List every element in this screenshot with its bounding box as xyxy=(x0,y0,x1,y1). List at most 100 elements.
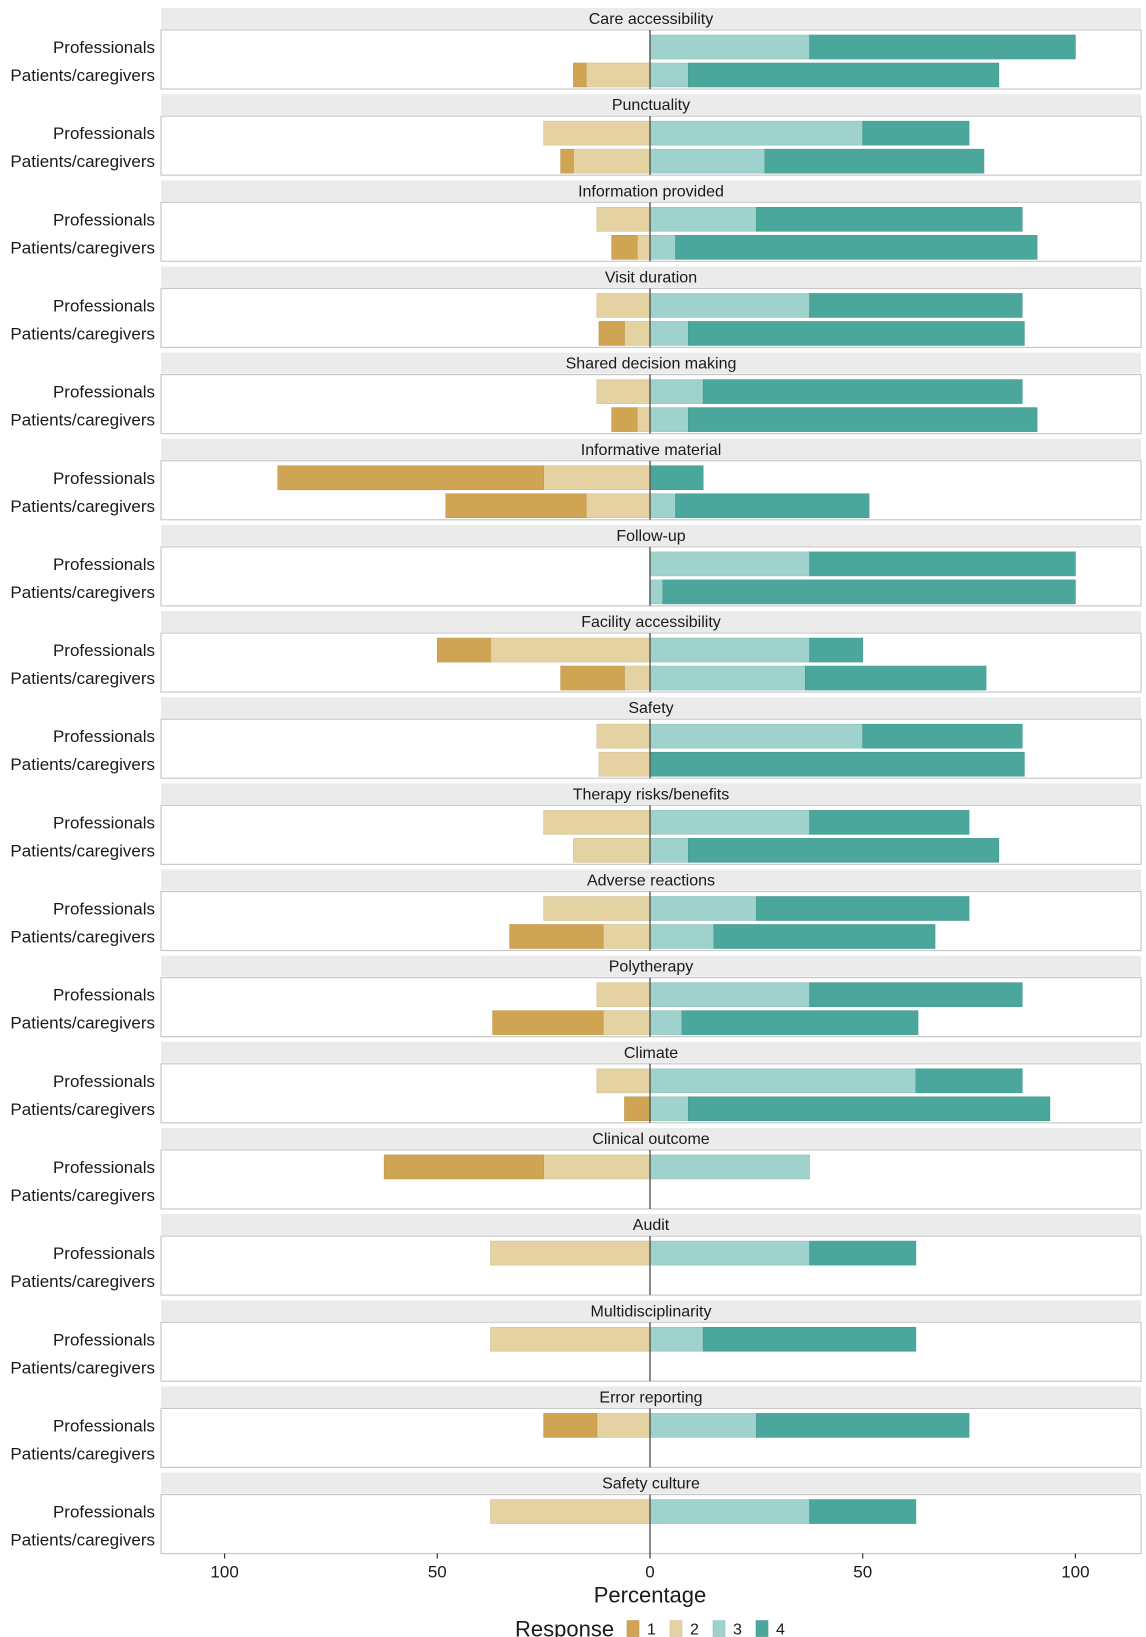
group-label: Patients/caregivers xyxy=(10,1444,155,1463)
bar-response-4 xyxy=(687,838,1000,863)
group-label: Professionals xyxy=(53,555,155,574)
panel: Safety Professionals Patients/caregivers xyxy=(10,697,1142,779)
bar-response-3 xyxy=(649,407,689,432)
bar-response-3 xyxy=(649,896,757,921)
panel-strip xyxy=(161,783,1141,805)
panel: Climate Professionals Patients/caregivers xyxy=(10,1041,1142,1124)
panel-title: Polytherapy xyxy=(609,959,694,976)
group-label: Professionals xyxy=(53,38,155,57)
bar-response-3 xyxy=(649,1240,810,1266)
panel-title: Shared decision making xyxy=(566,356,737,373)
group-label: Professionals xyxy=(53,210,155,229)
bar-response-3 xyxy=(649,982,810,1007)
bar-response-1 xyxy=(509,924,604,949)
bar-response-1 xyxy=(492,1010,604,1035)
bar-response-3 xyxy=(649,1413,757,1438)
bar-response-2 xyxy=(596,1413,651,1438)
bar-response-3 xyxy=(649,551,810,577)
group-label: Patients/caregivers xyxy=(10,1531,155,1550)
bar-response-1 xyxy=(543,1413,598,1438)
panel-strip xyxy=(161,611,1141,633)
panel-strip xyxy=(161,697,1141,719)
bar-response-3 xyxy=(649,34,810,60)
panel: Shared decision making Professionals Patie… xyxy=(10,352,1142,435)
bar-response-3 xyxy=(649,1154,810,1180)
bar-response-4 xyxy=(662,579,1076,605)
bar-response-2 xyxy=(573,148,651,174)
legend-label: 1 xyxy=(647,1622,656,1637)
bar-response-1 xyxy=(560,665,625,691)
bar-response-4 xyxy=(702,1326,917,1352)
bar-response-4 xyxy=(713,924,936,949)
panel-strip xyxy=(161,266,1141,288)
bar-response-3 xyxy=(649,207,757,232)
group-label: Patients/caregivers xyxy=(10,1272,155,1291)
group-label: Professionals xyxy=(53,1072,155,1091)
group-label: Patients/caregivers xyxy=(10,66,155,85)
bar-response-2 xyxy=(585,62,651,88)
bar-response-2 xyxy=(490,1240,651,1266)
bar-response-4 xyxy=(809,293,1023,318)
bar-response-3 xyxy=(649,924,715,949)
panel-title: Facility accessibility xyxy=(581,614,721,631)
panel-title: Safety xyxy=(628,700,673,717)
panel-strip xyxy=(161,1300,1141,1322)
bar-response-3 xyxy=(649,148,766,174)
bar-response-2 xyxy=(543,896,651,921)
group-label: Professionals xyxy=(53,1416,155,1435)
panel-title: Audit xyxy=(633,1217,670,1234)
panel: Clinical outcome Professionals Patients/ca… xyxy=(10,1127,1142,1210)
x-tick-label: 0 xyxy=(645,1563,654,1582)
panel-title: Multidisciplinarity xyxy=(591,1303,712,1320)
bar-response-2 xyxy=(596,1068,651,1094)
group-label: Patients/caregivers xyxy=(10,411,155,430)
panel-strip xyxy=(161,1041,1141,1063)
group-label: Professionals xyxy=(53,900,155,919)
panel-title: Adverse reactions xyxy=(587,873,715,890)
group-label: Patients/caregivers xyxy=(10,755,155,774)
bar-response-3 xyxy=(649,1326,704,1352)
bar-response-4 xyxy=(764,148,985,174)
panel: Visit duration Professionals Patients/care… xyxy=(10,266,1142,349)
bar-response-3 xyxy=(649,1499,810,1524)
bar-response-2 xyxy=(596,379,651,404)
bar-response-2 xyxy=(490,637,651,663)
bar-response-3 xyxy=(649,293,810,318)
bar-response-2 xyxy=(543,810,651,835)
bar-response-4 xyxy=(809,1240,917,1266)
bar-response-4 xyxy=(756,207,1023,232)
bar-response-3 xyxy=(649,235,676,260)
bar-response-3 xyxy=(649,493,676,519)
group-label: Patients/caregivers xyxy=(10,1100,155,1119)
group-label: Professionals xyxy=(53,383,155,402)
panel: Follow-up Professionals Patients/caregiver… xyxy=(10,524,1142,607)
bar-response-3 xyxy=(649,321,689,346)
bar-response-2 xyxy=(596,207,651,232)
bar-response-4 xyxy=(862,120,970,146)
panel: Error reporting Professionals Patients/car… xyxy=(10,1386,1142,1469)
bar-response-2 xyxy=(602,924,651,949)
bar-response-4 xyxy=(756,1413,970,1438)
legend-swatch-1 xyxy=(626,1620,640,1637)
panel-strip xyxy=(161,1386,1141,1408)
bar-response-2 xyxy=(585,493,651,519)
bar-response-2 xyxy=(636,235,651,260)
bar-response-2 xyxy=(624,321,651,346)
bar-response-1 xyxy=(611,235,638,260)
panel-title: Climate xyxy=(624,1045,678,1062)
bar-response-2 xyxy=(543,120,651,146)
group-label: Patients/caregivers xyxy=(10,238,155,257)
x-tick-label: 50 xyxy=(428,1563,447,1582)
panel-strip xyxy=(161,8,1141,29)
bar-response-2 xyxy=(636,407,651,432)
panel-title: Information provided xyxy=(578,183,724,200)
bar-response-2 xyxy=(598,751,651,777)
panel-strip xyxy=(161,180,1141,202)
bar-response-4 xyxy=(687,407,1038,432)
group-label: Professionals xyxy=(53,1158,155,1177)
group-label: Professionals xyxy=(53,641,155,660)
group-label: Patients/caregivers xyxy=(10,152,155,171)
bar-response-3 xyxy=(649,665,806,691)
bar-response-2 xyxy=(543,465,651,491)
x-tick-label: 100 xyxy=(1061,1563,1089,1582)
